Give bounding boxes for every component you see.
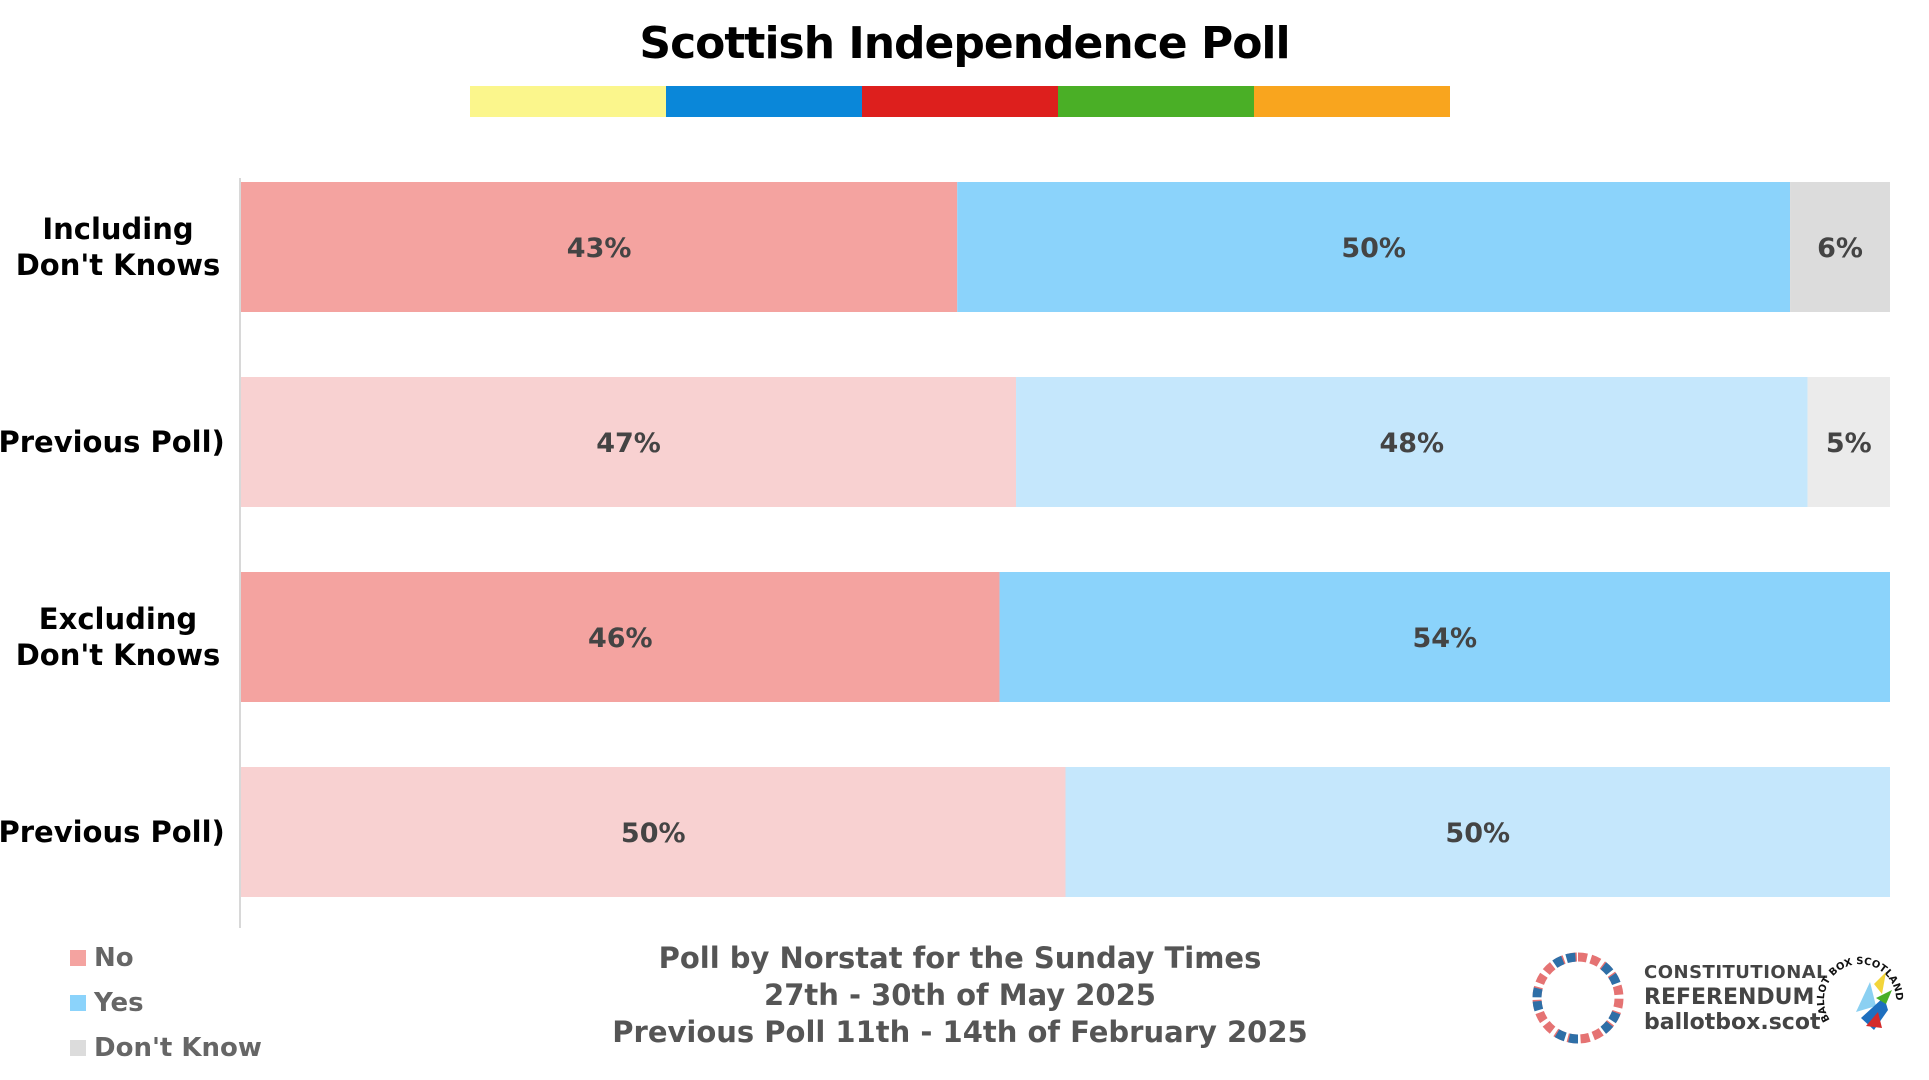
stripe-segment-2	[666, 86, 862, 117]
stacked-bar-chart: 43% 50% 6% Including Don't Knows 47% 48% 5% (Pre…	[0, 178, 1890, 928]
bar-segment-yes-row-4	[1065, 767, 1890, 897]
data-label-no-row-1: 43%	[567, 233, 632, 264]
brand-logo-block: CONSTITUTIONAL REFERENDUM ballotbox.scot…	[1530, 948, 1910, 1048]
data-label-yes-row-1: 50%	[1341, 233, 1406, 264]
svg-text:BALLOT BOX SCOTLAND: BALLOT BOX SCOTLAND	[1816, 956, 1904, 1024]
brand-line-1: CONSTITUTIONAL	[1644, 962, 1829, 983]
credits-line-1: Poll by Norstat for the Sunday Times	[658, 941, 1262, 975]
party-color-stripe	[470, 86, 1450, 117]
ballot-box-scotland-logo: BALLOT BOX SCOTLAND	[1816, 956, 1904, 1030]
data-label-don-t-know-row-1: 6%	[1817, 233, 1863, 264]
bar-segment-no-row-1	[241, 182, 958, 312]
stripe-segment-1	[470, 86, 666, 117]
stripe-segment-5	[1254, 86, 1450, 117]
bar-segment-yes-row-2	[1016, 377, 1808, 507]
chart-title: Scottish Independence Poll	[639, 18, 1290, 69]
stripe-segment-3	[862, 86, 1058, 117]
brand-text: CONSTITUTIONAL REFERENDUM ballotbox.scot	[1644, 960, 1828, 1035]
legend-item-yes: Yes	[70, 980, 262, 1025]
bar-segment-don-t-know-row-2	[1807, 377, 1890, 507]
bar-segment-no-row-4	[241, 767, 1066, 897]
bar-segment-yes-row-1	[957, 182, 1791, 312]
legend-label-no: No	[94, 942, 134, 973]
data-label-no-row-2: 47%	[596, 428, 661, 459]
category-label-row-2: (Previous Poll)	[0, 425, 225, 459]
category-label-row-1: Including Don't Knows	[16, 212, 221, 282]
bar-segment-no-row-2	[241, 377, 1017, 507]
bar-segment-don-t-know-row-1	[1790, 182, 1890, 312]
poll-credits: Poll by Norstat for the Sunday Times 27t…	[560, 940, 1360, 1051]
legend-swatch-yes	[70, 994, 86, 1011]
data-label-yes-row-4: 50%	[1445, 818, 1510, 849]
legend-label-dont-know: Don't Know	[94, 1032, 262, 1063]
legend-item-no: No	[70, 935, 262, 980]
legend-swatch-no	[70, 949, 86, 966]
category-label-row-3: Excluding Don't Knows	[16, 602, 221, 672]
category-label-row-4: (Previous Poll)	[0, 815, 225, 849]
bar-segment-no-row-3	[241, 572, 1000, 702]
referendum-ring-icon	[1532, 952, 1624, 1044]
data-label-yes-row-3: 54%	[1412, 623, 1477, 654]
legend: No Yes Don't Know	[70, 935, 262, 1070]
legend-label-yes: Yes	[94, 987, 144, 1018]
data-label-don-t-know-row-2: 5%	[1826, 428, 1872, 459]
data-label-no-row-4: 50%	[621, 818, 686, 849]
stripe-segment-4	[1058, 86, 1254, 117]
brand-line-3: ballotbox.scot	[1644, 1010, 1821, 1035]
brand-line-2: REFERENDUM	[1644, 985, 1815, 1010]
data-label-no-row-3: 46%	[588, 623, 653, 654]
legend-item-dont-know: Don't Know	[70, 1025, 262, 1070]
credits-line-2: 27th - 30th of May 2025	[764, 978, 1156, 1012]
badge-arc-text: BALLOT BOX SCOTLAND	[1816, 956, 1904, 1024]
bar-segment-yes-row-3	[999, 572, 1890, 702]
credits-line-3: Previous Poll 11th - 14th of February 20…	[612, 1015, 1308, 1049]
data-label-yes-row-2: 48%	[1379, 428, 1444, 459]
legend-swatch-dont-know	[70, 1039, 86, 1056]
